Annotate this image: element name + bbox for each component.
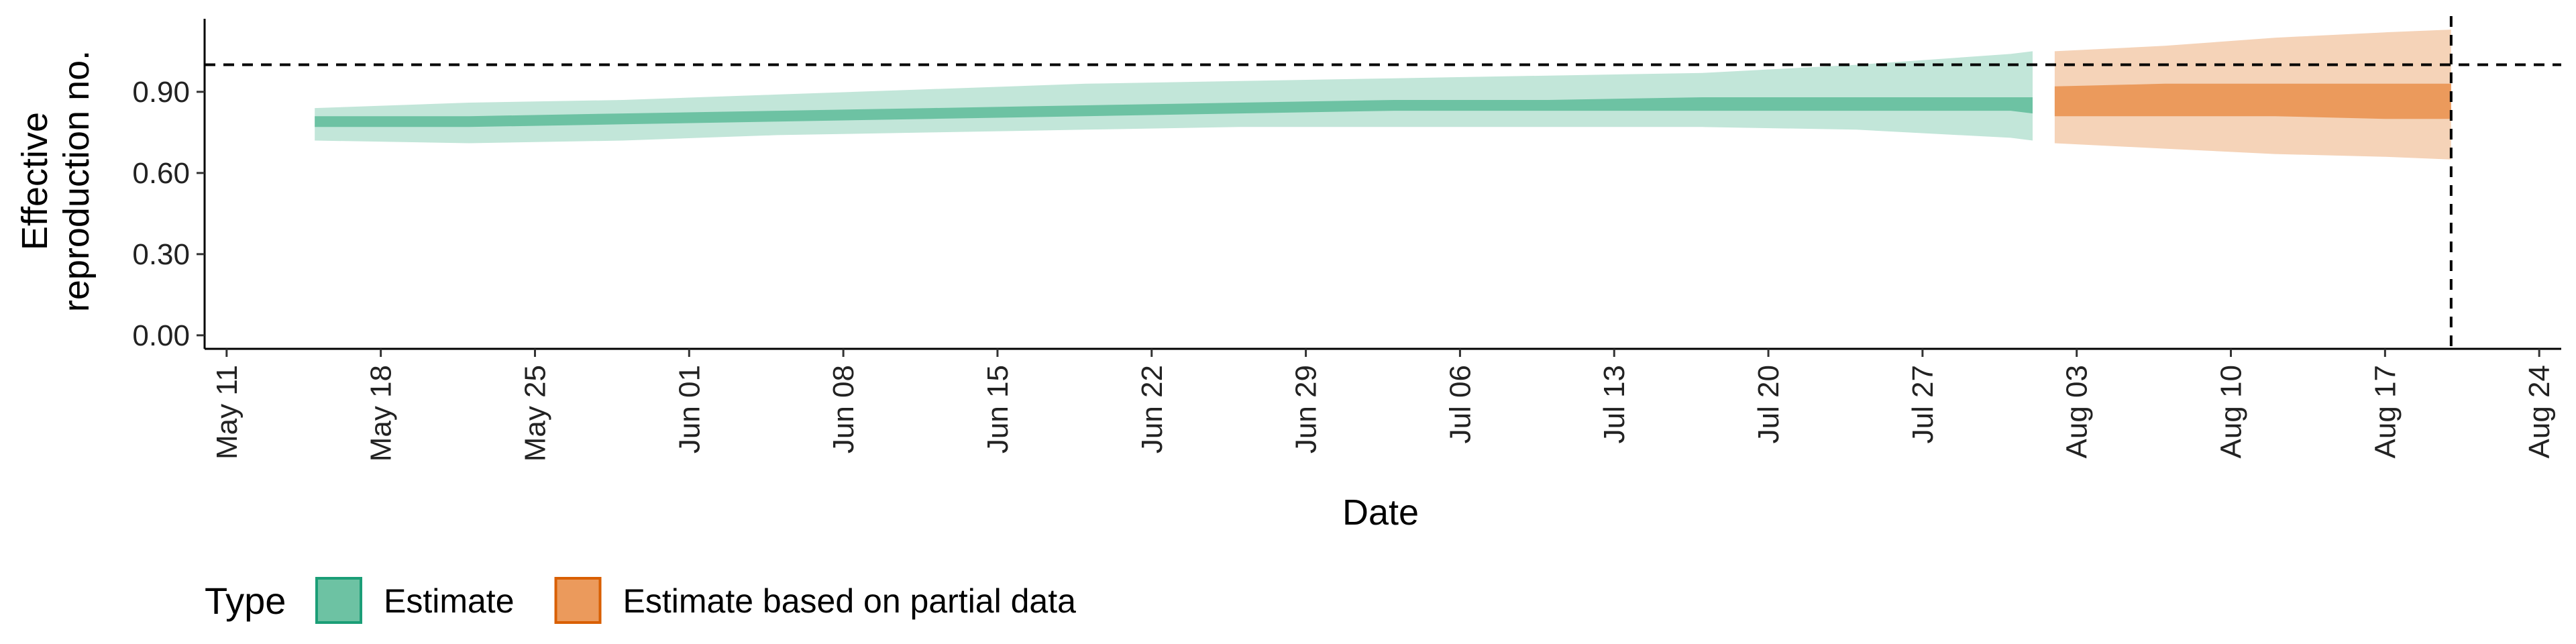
x-tick-label: Jul 20 <box>1752 365 1785 443</box>
x-tick-label: Jun 29 <box>1290 365 1323 453</box>
inner-band-series-2 <box>2054 83 2451 119</box>
x-tick-label: Aug 24 <box>2523 365 2556 458</box>
legend-swatch-2 <box>554 577 602 624</box>
reference-lines-layer <box>205 16 2561 349</box>
x-tick-label: Jul 13 <box>1598 365 1631 443</box>
legend-swatch-1 <box>315 577 362 624</box>
y-tick-label: 0.90 <box>132 76 190 109</box>
bands-layer <box>315 30 2451 160</box>
x-tick-label: Jun 01 <box>673 365 706 453</box>
x-tick-label: Aug 17 <box>2369 365 2402 458</box>
outer-band-series-1 <box>315 51 2033 144</box>
x-axis-title: Date <box>1342 492 1419 533</box>
legend-title: Type <box>205 580 286 622</box>
y-tick-label: 0.00 <box>132 319 190 352</box>
x-tick-label: Jun 15 <box>981 365 1014 453</box>
legend: Type Estimate Estimate based on partial da… <box>205 577 1077 624</box>
inner-band-series-1 <box>315 97 2033 127</box>
x-tick-label: May 11 <box>211 365 244 460</box>
x-tick-label: May 25 <box>519 365 552 462</box>
y-axis-title-line1: Effective <box>15 112 55 250</box>
y-axis-title-line2: reproduction no. <box>56 50 97 312</box>
x-tick-label: Jun 08 <box>827 365 860 453</box>
y-tick-label: 0.30 <box>132 238 190 271</box>
x-tick-label: Aug 10 <box>2215 365 2248 458</box>
x-tick-label: Jul 06 <box>1444 365 1477 443</box>
y-tick-label: 0.60 <box>132 157 190 190</box>
axes-layer: 0.00 0.30 0.60 0.90 May 11 May 18 May 25 Jun 01… <box>132 19 2561 462</box>
legend-label-1: Estimate <box>384 582 515 620</box>
x-tick-label: Aug 03 <box>2061 365 2094 458</box>
x-tick-label: May 18 <box>365 365 398 462</box>
x-tick-label: Jul 27 <box>1907 365 1939 443</box>
x-tick-label: Jun 22 <box>1136 365 1169 453</box>
legend-label-2: Estimate based on partial data <box>623 582 1077 620</box>
